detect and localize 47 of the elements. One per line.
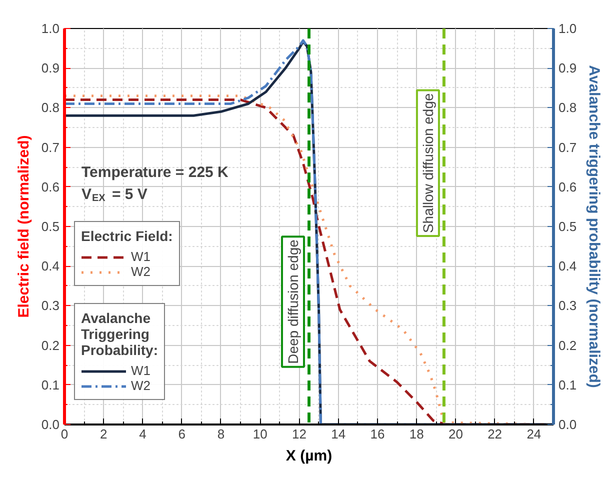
legend-label: W1 — [131, 249, 151, 264]
y2-tick-label: 0.0 — [558, 417, 577, 432]
annotation: Temperature = 225 K — [82, 164, 229, 181]
y2-tick-label: 0.9 — [558, 60, 577, 76]
y-tick-label: 0.9 — [41, 60, 60, 76]
y-axis-title: Electric field (normalized) — [15, 135, 32, 318]
y2-tick-label: 0.7 — [558, 140, 577, 155]
y2-tick-label: 0.1 — [558, 377, 577, 392]
y-tick-label: 0.2 — [41, 338, 60, 353]
x-tick-label: 22 — [488, 426, 502, 442]
y-tick-label: 1.0 — [41, 21, 60, 36]
x-tick-label: 24 — [526, 426, 542, 442]
y2-tick-label: 0.2 — [558, 338, 577, 353]
x-tick-label: 0 — [60, 426, 68, 442]
y-tick-label: 0.1 — [41, 377, 60, 392]
ref-line-label: Deep diffusion edge — [285, 239, 301, 364]
y2-tick-label: 0.8 — [558, 100, 577, 116]
y-tick-label: 0.5 — [41, 219, 60, 234]
ref-line-label: Shallow diffusion edge — [420, 93, 436, 234]
y-tick-label: 0.7 — [41, 140, 60, 155]
legend-label: W2 — [131, 264, 151, 279]
x-tick-label: 4 — [139, 426, 146, 442]
x-tick-label: 18 — [409, 426, 424, 442]
x-tick-label: 20 — [448, 426, 463, 442]
y-tick-label: 0.3 — [41, 298, 60, 314]
x-axis-title: X (µm) — [286, 448, 332, 464]
x-tick-label: 6 — [178, 426, 186, 442]
x-tick-label: 8 — [217, 426, 225, 442]
x-tick-label: 12 — [292, 426, 306, 442]
y2-tick-label: 0.3 — [558, 298, 577, 314]
y2-tick-label: 1.0 — [558, 21, 577, 36]
x-tick-label: 14 — [331, 426, 346, 442]
legend-label: W2 — [131, 378, 151, 393]
annotation: Avalanche Triggering Probability: — [81, 310, 158, 358]
x-tick-label: 2 — [100, 426, 108, 442]
y2-tick-label: 0.6 — [558, 179, 577, 194]
legend-label: W1 — [131, 363, 151, 378]
x-tick-label: 10 — [252, 426, 268, 442]
y-tick-label: 0.0 — [41, 417, 60, 432]
x-tick-label: 16 — [370, 426, 385, 442]
y2-tick-label: 0.4 — [558, 258, 577, 274]
y-tick-label: 0.4 — [41, 258, 60, 274]
annotation: Electric Field: — [81, 228, 173, 244]
y2-axis-title: Avalanche triggering probability (normalized) — [586, 65, 603, 388]
y-tick-label: 0.8 — [41, 100, 60, 116]
y-tick-label: 0.6 — [41, 179, 60, 194]
y2-tick-label: 0.5 — [558, 219, 577, 234]
